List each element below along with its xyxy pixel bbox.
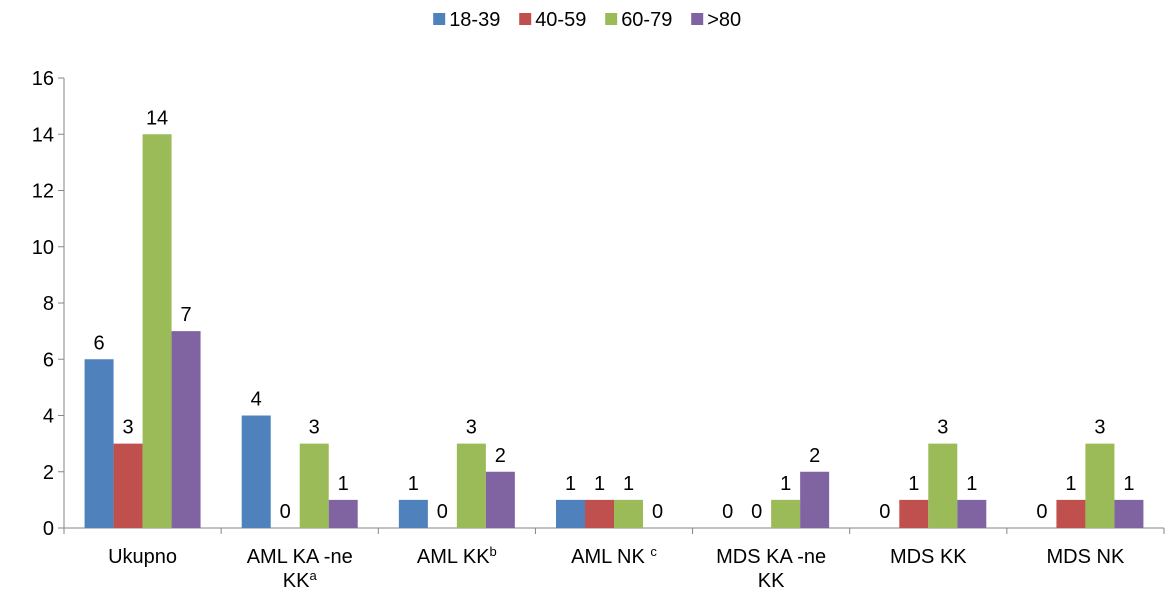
bar: [113, 443, 143, 528]
bar: [485, 471, 515, 528]
x-category-label: AML NK c: [571, 544, 657, 568]
y-tick-label: 2: [43, 462, 54, 484]
legend-swatch: [691, 13, 704, 25]
bar: [771, 499, 801, 528]
legend-label: >80: [707, 9, 741, 31]
data-label: 2: [809, 445, 820, 467]
y-tick-label: 0: [43, 518, 54, 540]
data-label: 0: [722, 501, 733, 523]
legend-swatch: [519, 13, 532, 25]
data-label: 4: [251, 389, 262, 411]
x-category-label: AML KA -ne: [247, 546, 353, 568]
data-label: 3: [937, 417, 948, 439]
bar: [556, 499, 585, 528]
y-tick-label: 16: [32, 68, 54, 90]
data-label: 7: [181, 304, 192, 326]
bar: [957, 499, 987, 528]
data-label: 0: [1036, 501, 1047, 523]
bar: [142, 134, 172, 528]
data-label: 1: [908, 473, 919, 495]
bar: [1114, 499, 1144, 528]
x-category-label: KK: [758, 570, 785, 592]
data-label: 3: [1094, 417, 1105, 439]
data-label: 0: [437, 501, 448, 523]
bars: [84, 134, 1144, 528]
y-tick-label: 6: [43, 349, 54, 371]
data-label: 1: [338, 473, 349, 495]
y-axis: 0 2 4 6 8 10 12 14 16: [32, 68, 65, 540]
bar: [398, 499, 428, 528]
y-tick-label: 4: [43, 406, 54, 428]
bar: [800, 471, 830, 528]
data-label: 6: [94, 332, 105, 354]
y-tick-label: 10: [32, 237, 54, 259]
legend: 18-39 40-59 60-79 >80: [433, 9, 741, 31]
y-tick-label: 12: [32, 181, 54, 203]
data-label: 3: [466, 417, 477, 439]
bar: [614, 499, 643, 528]
bar: [928, 443, 958, 528]
data-label: 1: [623, 473, 634, 495]
bar: [84, 359, 114, 528]
bar: [328, 499, 358, 528]
data-label: 0: [751, 501, 762, 523]
y-tick-label: 14: [32, 124, 54, 146]
legend-label: 60-79: [621, 9, 672, 31]
legend-label: 40-59: [535, 9, 586, 31]
x-category-label: Ukupno: [108, 546, 177, 568]
bar: [456, 443, 486, 528]
data-label: 1: [565, 473, 576, 495]
x-category-label: MDS KK: [890, 546, 967, 568]
y-tick-label: 8: [43, 293, 54, 315]
x-category-label: KKa: [283, 568, 318, 592]
data-label: 1: [408, 473, 419, 495]
x-category-label: MDS KA -ne: [716, 546, 826, 568]
data-label: 1: [1065, 473, 1076, 495]
x-category-label: MDS NK: [1047, 546, 1125, 568]
bar: [299, 443, 329, 528]
data-label: 1: [780, 473, 791, 495]
data-label: 1: [1123, 473, 1134, 495]
bar: [171, 331, 201, 528]
legend-label: 18-39: [449, 9, 500, 31]
data-label: 0: [652, 501, 663, 523]
data-label: 0: [879, 501, 890, 523]
data-label: 1: [966, 473, 977, 495]
data-label: 14: [146, 107, 168, 129]
data-label: 0: [280, 501, 291, 523]
bar: [585, 499, 614, 528]
legend-swatch: [605, 13, 618, 25]
data-label: 1: [594, 473, 605, 495]
bar: [241, 415, 271, 528]
x-category-label: AML KKb: [417, 544, 497, 568]
bar: [1056, 499, 1086, 528]
bar: [1085, 443, 1115, 528]
data-label: 3: [309, 417, 320, 439]
data-label: 3: [123, 417, 134, 439]
data-label: 2: [495, 445, 506, 467]
bar: [899, 499, 929, 528]
legend-swatch: [433, 13, 446, 25]
